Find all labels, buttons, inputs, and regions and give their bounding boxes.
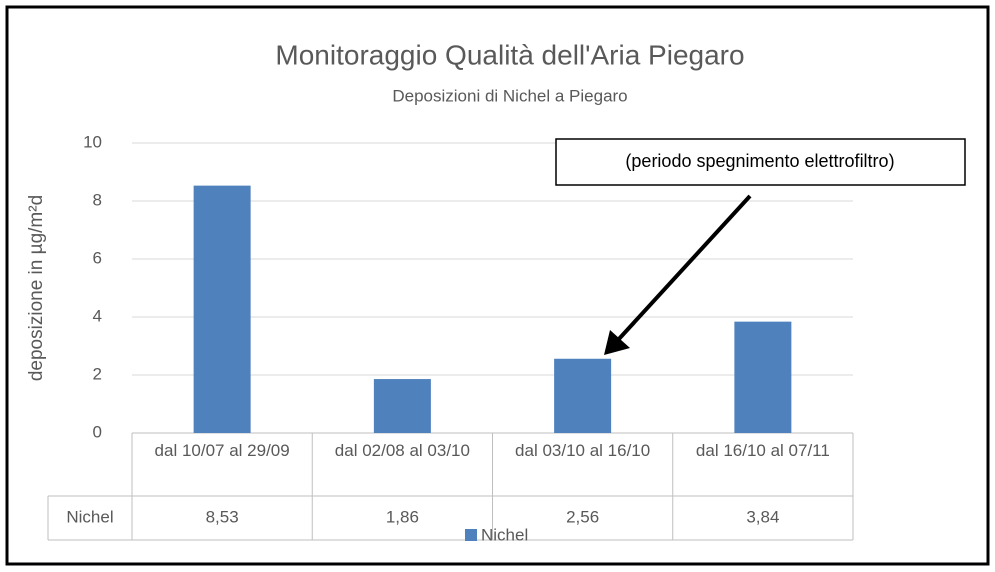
table-value: 3,84 xyxy=(746,507,779,526)
table-value: 8,53 xyxy=(206,507,239,526)
bar xyxy=(554,358,612,433)
arrow-head xyxy=(604,330,630,355)
legend-label: Nichel xyxy=(481,525,528,544)
legend-swatch xyxy=(465,529,477,541)
y-tick-label: 0 xyxy=(93,422,102,441)
table-row-label: Nichel xyxy=(66,507,113,526)
chart-title: Monitoraggio Qualità dell'Aria Piegaro xyxy=(275,39,744,70)
x-tick-label: dal 16/10 al 07/11 xyxy=(695,441,830,460)
y-tick-label: 10 xyxy=(83,132,102,151)
y-tick-label: 2 xyxy=(93,364,102,383)
table-value: 2,56 xyxy=(566,507,599,526)
annotation-box xyxy=(555,138,966,186)
y-tick-label: 4 xyxy=(93,306,102,325)
chart-subtitle: Deposizioni di Nichel a Piegaro xyxy=(392,86,627,105)
annotation-arrow xyxy=(616,194,752,342)
chart-border xyxy=(5,5,990,566)
x-tick-label: dal 10/07 al 29/09 xyxy=(154,441,290,460)
y-tick-label: 8 xyxy=(93,190,102,209)
table-value: 1,86 xyxy=(386,507,419,526)
bar xyxy=(373,379,431,433)
annotation-text: (periodo spegnimento elettrofiltro) xyxy=(625,151,894,171)
x-tick-label: dal 02/08 al 03/10 xyxy=(334,441,470,460)
y-axis-label: deposizione in µg/m²d xyxy=(26,195,47,381)
bar xyxy=(734,321,792,433)
bar xyxy=(193,185,251,433)
y-tick-label: 6 xyxy=(93,248,102,267)
x-tick-label: dal 03/10 al 16/10 xyxy=(515,441,651,460)
